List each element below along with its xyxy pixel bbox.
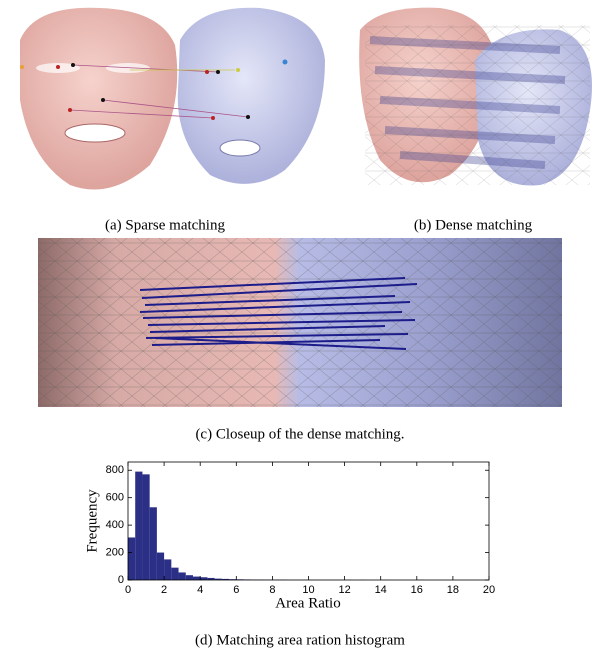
x-tick-label: 4 xyxy=(197,584,203,596)
bar xyxy=(164,559,171,580)
y-tick-label: 400 xyxy=(106,519,124,531)
bar xyxy=(142,474,149,580)
y-tick-label: 200 xyxy=(106,546,124,558)
x-tick-label: 12 xyxy=(338,584,350,596)
bar xyxy=(200,577,207,580)
caption: (b) Dense matching xyxy=(414,217,533,233)
x-axis-label: Area Ratio xyxy=(275,595,340,611)
caption: (d) Matching area ration histogram xyxy=(195,632,405,648)
sparse-matching-image xyxy=(20,8,325,190)
y-tick-label: 0 xyxy=(118,574,124,586)
bar xyxy=(179,572,186,580)
bar xyxy=(186,575,193,580)
y-tick-label: 800 xyxy=(106,464,124,476)
axes-box xyxy=(128,462,489,580)
x-tick-label: 0 xyxy=(125,584,131,596)
bar xyxy=(157,553,164,580)
bar xyxy=(135,472,142,580)
x-tick-label: 8 xyxy=(269,584,275,596)
caption: (a) Sparse matching xyxy=(105,217,225,233)
x-tick-label: 20 xyxy=(483,584,495,596)
bar xyxy=(171,568,178,580)
x-tick-label: 16 xyxy=(411,584,423,596)
dense-matching-image xyxy=(359,8,592,186)
x-tick-label: 14 xyxy=(375,584,387,596)
bar xyxy=(193,577,200,580)
closeup-image xyxy=(38,238,562,407)
x-tick-label: 2 xyxy=(161,584,167,596)
x-tick-label: 18 xyxy=(447,584,459,596)
x-tick-label: 6 xyxy=(233,584,239,596)
caption: (c) Closeup of the dense matching. xyxy=(195,426,404,442)
bar xyxy=(150,507,157,580)
y-axis-label: Frequency xyxy=(84,489,100,553)
bar xyxy=(128,537,135,580)
y-tick-label: 600 xyxy=(106,492,124,504)
x-tick-label: 10 xyxy=(302,584,314,596)
figure: (a) Sparse matching (b) Dense matching (… xyxy=(0,0,601,653)
